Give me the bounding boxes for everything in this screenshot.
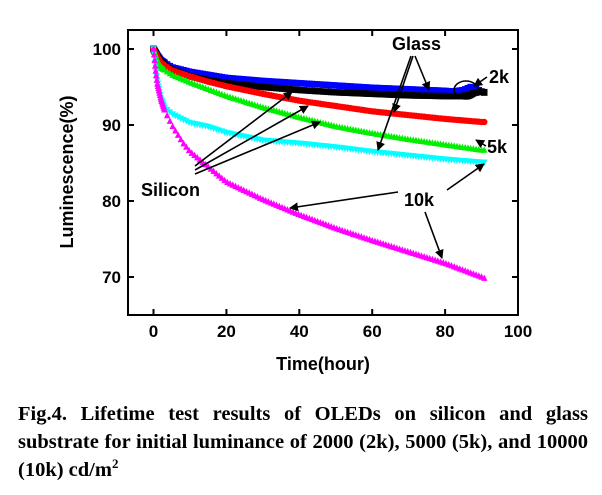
data-point [183,143,190,150]
lifetime-chart: 0 20 40 60 80 100 70 80 90 100 Time(hour) Lumines… [57,29,532,374]
x-tick-label: 0 [149,322,158,341]
data-point [174,131,182,138]
data-point [481,159,488,166]
data-point [150,45,157,52]
annotation-2k: 2k [489,67,510,87]
y-tick-label: 70 [102,268,121,287]
data-point [169,122,176,130]
annotation-glass: Glass [392,34,441,54]
arrow-10k-silicon [289,191,399,212]
annotation-arrows [194,55,488,259]
arrow-silicon-10k [194,120,321,175]
data-point [152,67,159,74]
data-point [153,71,160,79]
y-tick-label: 80 [102,192,121,211]
data-point [166,117,174,124]
annotation-silicon: Silicon [141,180,200,200]
arrow-glass-10k [376,55,412,151]
data-point [185,146,193,154]
data-point [153,76,160,83]
data-point [150,51,158,58]
x-axis-label: Time(hour) [276,354,370,374]
x-tick-label: 100 [504,322,532,341]
arrow-10k-glass [424,211,444,259]
arrow-silicon-2k [194,91,293,167]
caption-superscript: 2 [111,456,119,472]
annotation-5k: 5k [487,137,508,157]
arrow-10k-cyan [446,163,485,191]
series-silicon-5k [150,45,488,153]
data-point [481,274,488,281]
y-axis-label: Luminescence(%) [57,95,77,248]
data-point [481,118,488,126]
data-point [161,66,168,73]
annotation-10k: 10k [404,190,435,210]
data-point [481,88,488,96]
data-point [166,109,174,116]
arrow-glass-2k [414,55,431,91]
y-tick-label: 100 [93,40,121,59]
axis-layer: 0 20 40 60 80 100 70 80 90 100 [93,30,532,341]
plot-frame [127,29,519,316]
y-tick-label: 90 [102,116,121,135]
annotation-2k-ellipse [453,80,479,100]
data-point [180,139,187,147]
arrow-5k [475,139,487,148]
series-silicon-10k [150,45,488,281]
x-tick-label: 60 [363,322,382,341]
data-point [177,135,185,143]
data-point [481,146,488,153]
arrow-silicon-5k [194,105,309,171]
caption-text: Fig.4. Lifetime test results of OLEDs on… [18,403,588,481]
data-point [163,111,171,119]
data-point [172,127,179,134]
figure-caption: Fig.4. Lifetime test results of OLEDs on… [18,400,588,484]
data-point [151,56,158,64]
x-tick-label: 20 [217,322,236,341]
arrow-glass-5k [392,55,414,113]
data-point [161,106,168,113]
data-point [151,62,159,69]
x-tick-label: 80 [436,322,455,341]
x-tick-label: 40 [290,322,309,341]
